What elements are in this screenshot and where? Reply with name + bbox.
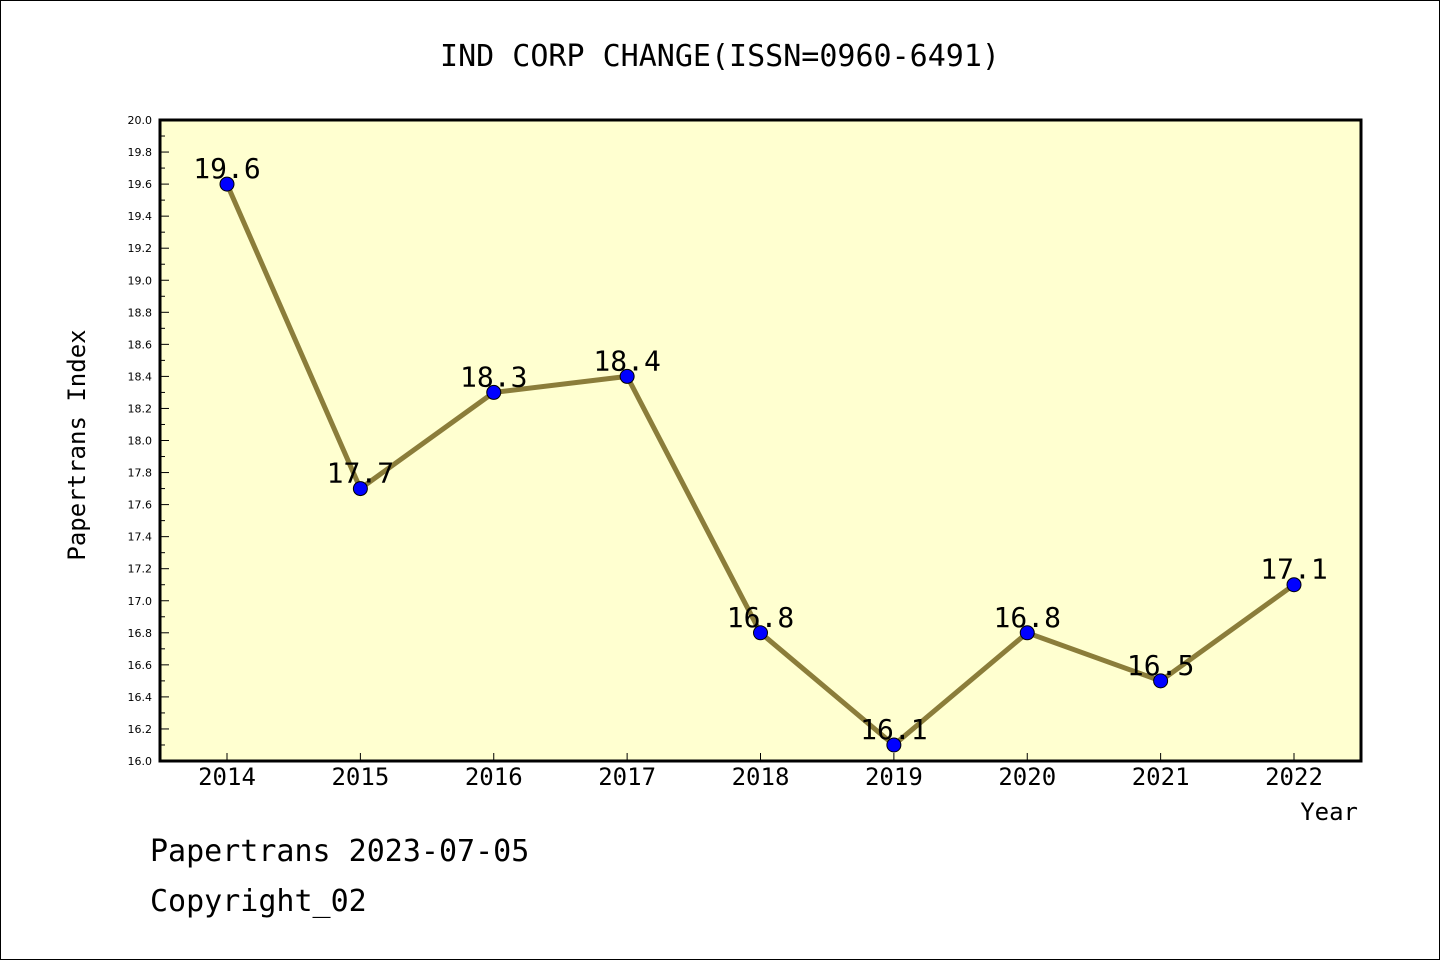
- data-point: [1019, 625, 1035, 641]
- y-tick-label: 17.2: [128, 563, 153, 576]
- data-point: [219, 176, 235, 192]
- y-tick-label: 19.0: [128, 274, 153, 287]
- y-tick-label: 19.2: [128, 242, 153, 255]
- x-tick-label: 2014: [198, 763, 256, 791]
- y-tick-label: 17.4: [128, 531, 153, 544]
- plot-area: [160, 120, 1361, 761]
- y-tick-label: 16.8: [128, 627, 153, 640]
- data-labels: 19.6 17.7 18.3 18.4 16.8 16.1 16.8 16.5 17.1: [193, 152, 1327, 746]
- y-tick-label: 19.4: [128, 210, 153, 223]
- data-label: 17.7: [327, 457, 394, 490]
- x-axis-label: Year: [1300, 798, 1358, 826]
- data-point: [753, 625, 768, 641]
- x-tick-label: 2019: [865, 763, 923, 791]
- x-tick-label: 2021: [1132, 763, 1190, 791]
- y-tick-label: 18.2: [128, 402, 153, 415]
- data-point: [886, 737, 902, 753]
- y-tick-label: 20.0: [128, 114, 153, 127]
- plot-border: [158, 118, 1363, 763]
- y-tick-label: 18.0: [128, 435, 153, 448]
- x-tick-label: 2020: [998, 763, 1056, 791]
- y-axis-label: Papertrans Index: [63, 329, 91, 560]
- data-label: 16.8: [727, 601, 794, 634]
- series-markers: [219, 176, 1302, 753]
- y-tick-label: 19.8: [128, 146, 153, 159]
- y-tick-label: 16.4: [128, 691, 153, 704]
- data-point: [486, 384, 502, 400]
- y-tick-label: 17.6: [128, 499, 153, 512]
- data-point: [619, 368, 635, 384]
- data-label: 19.6: [193, 152, 260, 185]
- data-label: 18.3: [460, 360, 527, 393]
- y-tick-label: 17.0: [128, 595, 153, 608]
- x-tick-label: 2016: [465, 763, 523, 791]
- data-label: 16.8: [994, 601, 1061, 634]
- footer-copyright: Copyright_02: [150, 884, 367, 919]
- x-tick-label: 2015: [331, 763, 389, 791]
- y-tick-label: 18.4: [128, 370, 153, 383]
- x-tick-label: 2017: [598, 763, 656, 791]
- chart-title: IND CORP CHANGE(ISSN=0960-6491): [440, 39, 1000, 74]
- y-tick-label: 18.8: [128, 306, 153, 319]
- data-point: [1153, 673, 1169, 689]
- x-axis: 2014 2015 2016 2017 2018 2019 2020 2021 2022: [198, 753, 1323, 791]
- data-point: [352, 481, 368, 497]
- y-tick-label: 16.6: [128, 659, 153, 672]
- x-tick-label: 2018: [732, 763, 790, 791]
- y-tick-label: 16.2: [128, 723, 153, 736]
- y-axis: 16.0 16.2 16.4 16.6 16.8 17.0 17.2 17.4 17.6 17.8…: [128, 114, 169, 768]
- data-label: 17.1: [1260, 553, 1327, 586]
- y-tick-label: 17.8: [128, 467, 153, 480]
- x-tick-label: 2022: [1265, 763, 1323, 791]
- footer-date: Papertrans 2023-07-05: [150, 834, 530, 869]
- data-label: 18.4: [593, 344, 660, 377]
- data-point: [1286, 577, 1302, 593]
- y-tick-label: 19.6: [128, 178, 153, 191]
- y-tick-label: 16.0: [128, 755, 153, 768]
- data-label: 16.1: [860, 713, 927, 746]
- data-label: 16.5: [1127, 649, 1194, 682]
- y-tick-label: 18.6: [128, 338, 153, 351]
